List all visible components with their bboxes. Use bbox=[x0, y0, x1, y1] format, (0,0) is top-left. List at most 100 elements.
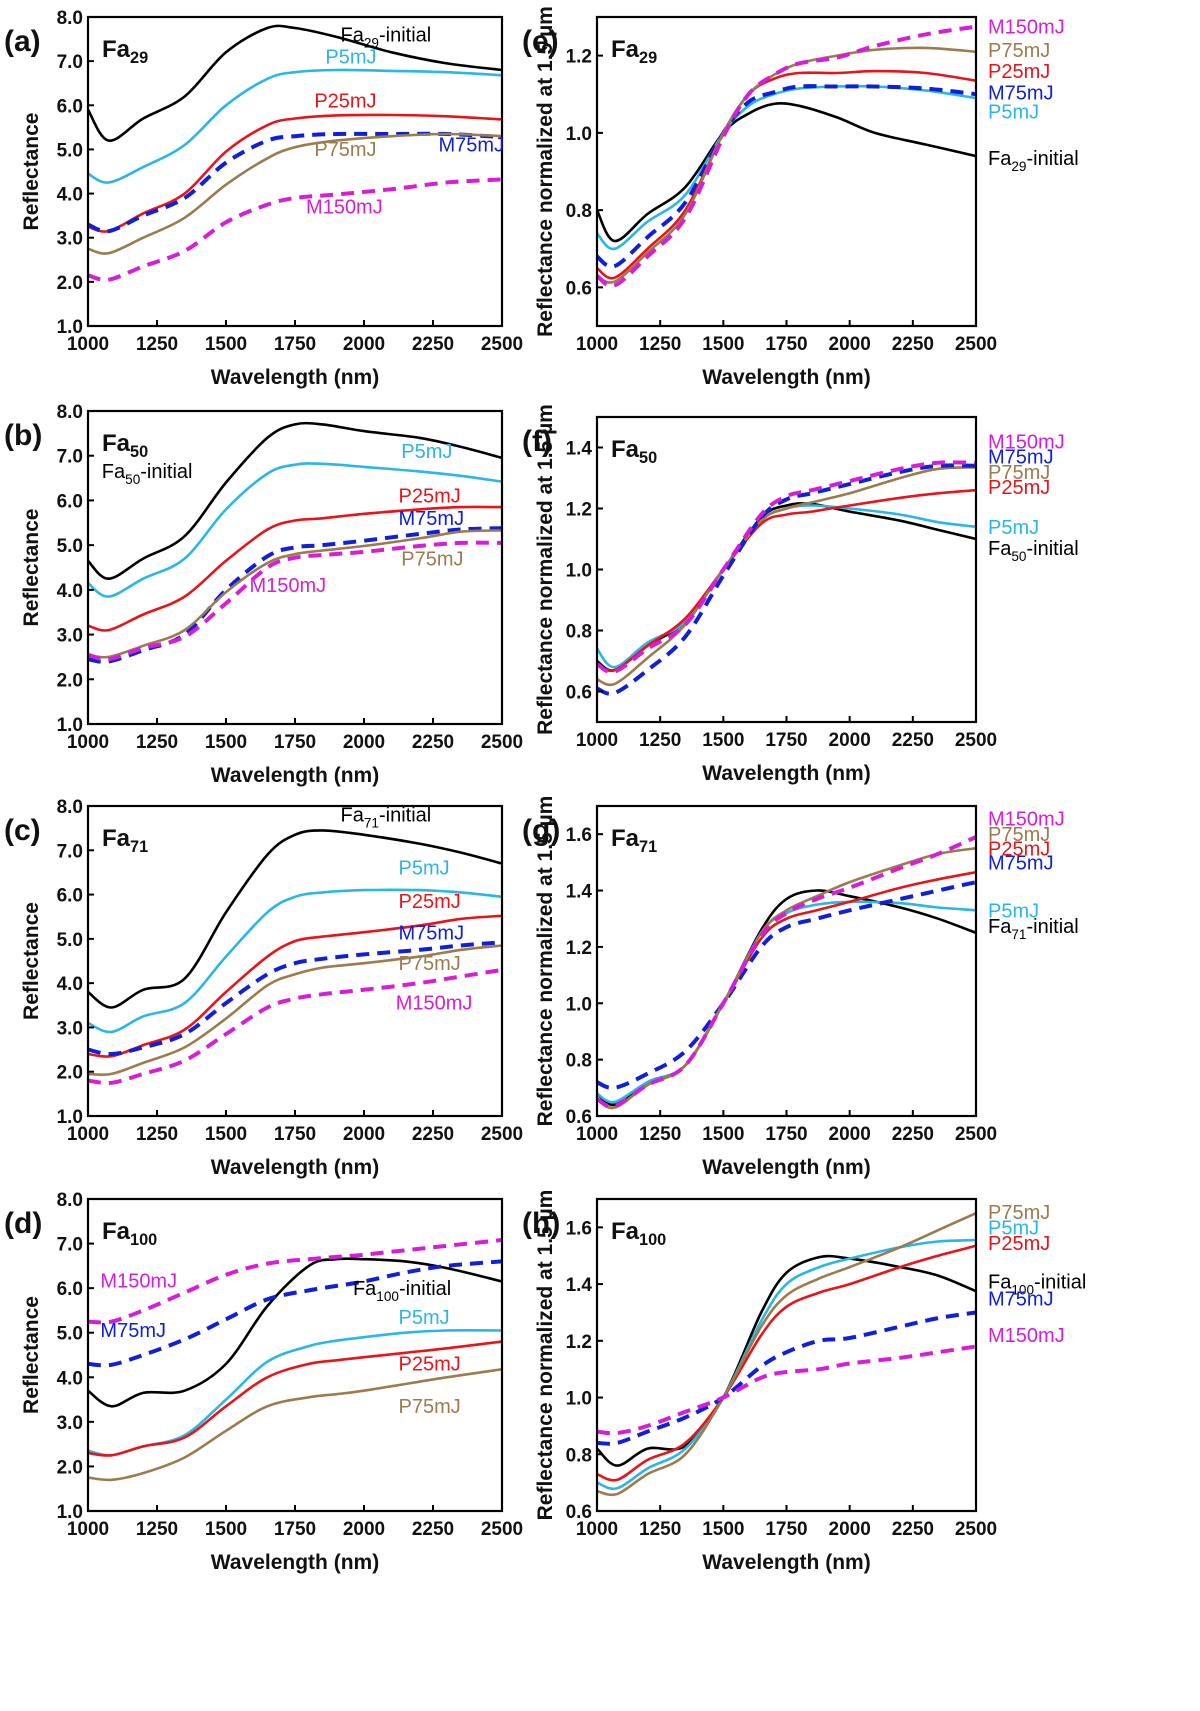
y-tick-label: 3.0 bbox=[57, 1018, 83, 1039]
series-annotation-p5mj: P5mJ bbox=[401, 441, 452, 463]
sample-label: Fa100 bbox=[102, 1218, 157, 1249]
y-tick-label: 3.0 bbox=[57, 1413, 83, 1434]
x-tick-label: 1500 bbox=[702, 1519, 744, 1540]
x-tick-label: 1000 bbox=[576, 730, 618, 751]
x-tick-label: 1750 bbox=[765, 1519, 807, 1540]
y-tick-label: 1.2 bbox=[566, 47, 592, 68]
y-tick-label: 1.2 bbox=[566, 500, 592, 521]
series-group bbox=[597, 24, 976, 288]
series-label-p75mj: P75mJ bbox=[988, 1202, 1050, 1224]
y-tick-label: 0.6 bbox=[566, 683, 592, 704]
series-line-p75mj bbox=[597, 466, 976, 687]
x-tick-label: 2250 bbox=[412, 1519, 454, 1540]
y-tick-label: 1.0 bbox=[566, 994, 592, 1015]
x-tick-label: 2000 bbox=[343, 1124, 385, 1145]
y-tick-label: 6.0 bbox=[57, 491, 83, 512]
series-line-p5mj bbox=[88, 462, 502, 598]
series-label-m150mj: M150mJ bbox=[988, 809, 1065, 831]
series-line-initial bbox=[597, 102, 976, 243]
series-line-m150mj bbox=[88, 967, 502, 1086]
x-tick-label: 2250 bbox=[892, 730, 934, 751]
y-tick-label: 1.4 bbox=[566, 439, 593, 460]
series-label-p5mj: P5mJ bbox=[988, 517, 1039, 539]
series-line-m75mj bbox=[88, 940, 502, 1057]
series-annotation-initial: Fa29-initial bbox=[341, 24, 432, 50]
y-tick-label: 0.8 bbox=[566, 1051, 592, 1072]
y-tick-label: 2.0 bbox=[57, 1457, 83, 1478]
chart-panel-g: 1000 1250 1500 1750 2000 2250 2500 0.6 0.8 1.0 1.2… bbox=[522, 796, 1079, 1179]
series-line-p25mj bbox=[597, 1244, 976, 1482]
sample-label: Fa71 bbox=[102, 825, 148, 856]
x-tick-label: 2250 bbox=[412, 334, 454, 355]
series-annotation-initial: Fa100-initial bbox=[353, 1278, 451, 1304]
series-annotation-p25mj: P25mJ bbox=[314, 90, 376, 112]
series-line-m75mj bbox=[597, 880, 976, 1090]
panel-letter: (e) bbox=[522, 25, 559, 58]
series-label-p25mj: P25mJ bbox=[988, 61, 1050, 83]
series-line-initial bbox=[597, 1254, 976, 1467]
panel-letter: (g) bbox=[522, 814, 560, 847]
x-tick-label: 1000 bbox=[576, 1519, 618, 1540]
y-tick-label: 8.0 bbox=[57, 402, 83, 423]
series-label-initial: Fa50-initial bbox=[988, 538, 1079, 564]
series-annotation-p5mj: P5mJ bbox=[399, 1307, 450, 1329]
panel-letter: (d) bbox=[4, 1207, 42, 1240]
y-tick-label: 5.0 bbox=[57, 930, 83, 951]
y-tick-label: 8.0 bbox=[57, 8, 83, 29]
chart-panel-a: 1000 1250 1500 1750 2000 2250 2500 1.0 2.0 3.0 4.0… bbox=[4, 8, 523, 389]
x-tick-label: 2500 bbox=[955, 1124, 997, 1145]
y-axis-label: Reflectance bbox=[20, 113, 43, 231]
series-line-initial bbox=[88, 24, 502, 142]
y-tick-label: 1.6 bbox=[566, 825, 592, 846]
y-tick-label: 0.6 bbox=[566, 1502, 592, 1523]
series-group bbox=[597, 835, 976, 1110]
y-tick-label: 8.0 bbox=[57, 797, 83, 818]
y-tick-label: 1.0 bbox=[566, 561, 592, 582]
panel-letter: (c) bbox=[4, 814, 41, 847]
series-line-m75mj bbox=[597, 1310, 976, 1446]
x-axis-label: Wavelength (nm) bbox=[211, 366, 379, 389]
series-line-m150mj bbox=[597, 460, 976, 675]
y-tick-label: 4.0 bbox=[57, 1368, 83, 1389]
y-axis-label: Reflectance normalized at 1.5 µm bbox=[534, 796, 557, 1127]
y-tick-label: 1.4 bbox=[566, 882, 593, 903]
y-tick-label: 7.0 bbox=[57, 52, 83, 73]
x-tick-label: 1500 bbox=[702, 730, 744, 751]
x-tick-label: 1500 bbox=[702, 334, 744, 355]
x-axis-label: Wavelength (nm) bbox=[702, 1551, 870, 1574]
series-label-initial: Fa100-initial bbox=[988, 1271, 1086, 1297]
x-tick-label: 1000 bbox=[576, 1124, 618, 1145]
y-tick-label: 7.0 bbox=[57, 841, 83, 862]
x-tick-label: 2000 bbox=[343, 334, 385, 355]
series-annotation-m75mj: M75mJ bbox=[439, 135, 505, 157]
sample-label: Fa71 bbox=[611, 825, 657, 856]
series-annotation-m75mj: M75mJ bbox=[100, 1320, 166, 1342]
series-line-initial bbox=[88, 829, 502, 1009]
chart-panel-f: 1000 1250 1500 1750 2000 2250 2500 0.6 0.8 1.0 1.2… bbox=[522, 404, 1079, 785]
x-tick-label: 1750 bbox=[765, 730, 807, 751]
series-label-p5mj: P5mJ bbox=[988, 1217, 1039, 1239]
series-annotation-initial: Fa71-initial bbox=[341, 805, 432, 831]
series-label-m150mj: M150mJ bbox=[988, 17, 1065, 39]
y-axis-label: Reflectance normalized at 1.5 µm bbox=[534, 1190, 557, 1521]
y-tick-label: 0.8 bbox=[566, 622, 592, 643]
y-tick-label: 0.6 bbox=[566, 1107, 592, 1128]
y-tick-label: 3.0 bbox=[57, 626, 83, 647]
series-annotation-p75mj: P75mJ bbox=[401, 548, 463, 570]
y-tick-label: 7.0 bbox=[57, 447, 83, 468]
x-tick-label: 2500 bbox=[481, 334, 523, 355]
series-annotation-p25mj: P25mJ bbox=[399, 486, 461, 508]
series-annotation-p75mj: P75mJ bbox=[399, 953, 461, 975]
x-tick-label: 1250 bbox=[639, 334, 681, 355]
x-tick-label: 2500 bbox=[955, 730, 997, 751]
series-line-p25mj bbox=[597, 488, 976, 673]
y-axis-label: Reflectance normalized at 1.5 µm bbox=[534, 6, 557, 337]
y-tick-label: 1.0 bbox=[57, 1107, 83, 1128]
y-tick-label: 2.0 bbox=[57, 273, 83, 294]
series-line-m75mj bbox=[88, 131, 502, 234]
x-tick-label: 1250 bbox=[639, 1519, 681, 1540]
y-axis-label: Reflectance bbox=[20, 509, 43, 627]
series-line-m75mj bbox=[597, 463, 976, 696]
x-tick-label: 1500 bbox=[205, 334, 247, 355]
